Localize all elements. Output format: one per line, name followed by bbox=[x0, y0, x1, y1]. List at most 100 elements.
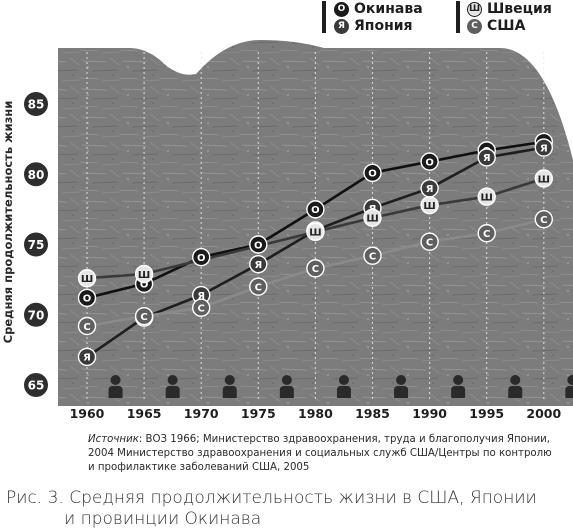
person-icon bbox=[108, 375, 123, 398]
marker-dot bbox=[477, 148, 496, 167]
legend-item-okinawa: О Окинава bbox=[334, 1, 423, 17]
marker-glyph: Ш bbox=[138, 270, 150, 281]
marker-С-1990: С bbox=[420, 232, 439, 251]
x-tick-1990: 1990 bbox=[412, 406, 447, 421]
person-icon bbox=[565, 375, 573, 398]
marker-glyph: Я bbox=[426, 184, 434, 195]
grid-lines bbox=[86, 52, 545, 400]
marker-Ш-1960: Ш bbox=[77, 269, 97, 288]
marker-glyph: С bbox=[255, 282, 262, 293]
okinawa-badge-icon: О bbox=[334, 1, 349, 17]
marker-dot bbox=[77, 269, 97, 288]
marker-dot bbox=[534, 138, 553, 157]
marker-glyph: О bbox=[425, 157, 434, 168]
person-head-icon bbox=[224, 375, 235, 385]
person-icon bbox=[165, 375, 180, 398]
marker-С-1985: С bbox=[363, 246, 382, 265]
person-body-icon bbox=[108, 386, 123, 398]
person-head-icon bbox=[567, 375, 573, 385]
y-tick-badge bbox=[24, 232, 48, 257]
marker-glyph: С bbox=[312, 264, 319, 275]
marker-С-1980: С bbox=[306, 259, 325, 278]
marker-glyph: Ш bbox=[423, 201, 435, 212]
x-tick-1965: 1965 bbox=[127, 406, 162, 421]
legend-item-japan: Я Япония bbox=[334, 18, 413, 34]
marker-glyph: О bbox=[140, 280, 149, 291]
legend-item-sweden: Ш Швеция bbox=[467, 1, 552, 17]
marker-С-1960: С bbox=[77, 316, 97, 336]
legend-divider-right bbox=[456, 1, 460, 33]
marker-Ш-1965: Ш bbox=[134, 264, 154, 284]
person-icon bbox=[451, 375, 466, 398]
marker-dot bbox=[191, 247, 211, 267]
marker-С-1965: С bbox=[134, 306, 154, 326]
marker-glyph: С bbox=[483, 229, 490, 240]
person-head-icon bbox=[110, 375, 121, 385]
y-tick-badge bbox=[24, 92, 48, 116]
person-head-icon bbox=[167, 375, 178, 385]
person-body-icon bbox=[336, 386, 351, 398]
sweden-badge-icon: Ш bbox=[467, 1, 482, 17]
marker-glyph: Я bbox=[254, 260, 262, 271]
marker-glyph: Я bbox=[483, 153, 491, 164]
y-axis: 65 70 75 80 85 bbox=[24, 92, 48, 397]
y-tick-label: 65 bbox=[28, 379, 45, 393]
marker-glyph: Ш bbox=[366, 214, 378, 225]
x-tick-2000: 2000 bbox=[526, 406, 561, 421]
marker-dot bbox=[249, 254, 268, 274]
marker-glyph: С bbox=[83, 322, 90, 333]
legend-label-usa: США bbox=[487, 18, 526, 34]
marker-Ш-2000: Ш bbox=[534, 169, 553, 188]
x-axis: 1960 1965 1970 1975 1980 1985 1990 1995 2000 bbox=[70, 406, 562, 421]
marker-dot bbox=[191, 298, 211, 317]
marker-dot bbox=[534, 210, 553, 229]
marker-Ш-1980: Ш bbox=[306, 222, 325, 242]
marker-dot bbox=[477, 224, 496, 243]
marker-dot bbox=[77, 288, 97, 308]
source-text: : ВОЗ 1966; Министерство здравоохранения… bbox=[88, 434, 552, 473]
marker-Я-1975: Я bbox=[249, 254, 268, 274]
person-head-icon bbox=[281, 375, 292, 385]
marker-glyph: С bbox=[140, 312, 147, 323]
person-body-icon bbox=[508, 386, 523, 398]
usa-badge-icon: С bbox=[467, 18, 482, 34]
person-head-icon bbox=[510, 375, 521, 385]
marker-dot bbox=[249, 277, 268, 296]
person-head-icon bbox=[453, 375, 464, 385]
marker-glyph: Я bbox=[197, 291, 205, 302]
marker-glyph: С bbox=[198, 304, 205, 315]
marker-dot bbox=[306, 222, 325, 242]
x-tick-1985: 1985 bbox=[355, 406, 390, 421]
marker-Я-1995: Я bbox=[477, 148, 496, 167]
person-body-icon bbox=[565, 386, 573, 398]
legend-label-japan: Япония bbox=[354, 18, 413, 34]
person-icons bbox=[108, 375, 573, 398]
y-tick-80: 80 bbox=[24, 162, 48, 187]
y-tick-label: 80 bbox=[28, 168, 45, 182]
marker-dot bbox=[306, 200, 325, 219]
person-icon bbox=[394, 375, 409, 398]
marker-Я-1960: Я bbox=[77, 347, 97, 367]
legend-divider-left bbox=[322, 1, 326, 33]
marker-dot bbox=[477, 187, 496, 206]
marker-dot bbox=[249, 235, 268, 254]
x-tick-1980: 1980 bbox=[298, 406, 333, 421]
marker-glyph: С bbox=[426, 237, 433, 248]
marker-dot bbox=[420, 152, 439, 171]
marker-dot bbox=[363, 208, 382, 228]
person-body-icon bbox=[222, 386, 237, 398]
source-note: Источник: ВОЗ 1966; Министерство здравоо… bbox=[88, 433, 558, 475]
marker-dot bbox=[77, 347, 97, 367]
marker-Ш-1995: Ш bbox=[477, 187, 496, 206]
marker-О-1990: О bbox=[420, 152, 439, 171]
marker-С-1970: С bbox=[191, 298, 211, 317]
y-tick-badge bbox=[24, 162, 48, 187]
y-tick-label: 75 bbox=[28, 238, 45, 252]
marker-Ш-1985: Ш bbox=[363, 208, 382, 228]
y-tick-label: 85 bbox=[28, 98, 45, 112]
x-tick-1995: 1995 bbox=[469, 406, 504, 421]
marker-Ш-1990: Ш bbox=[420, 195, 439, 215]
marker-glyph: О bbox=[368, 169, 377, 180]
person-body-icon bbox=[394, 386, 409, 398]
caption-line-1: Рис. 3. Средняя продолжительность жизни … bbox=[6, 488, 537, 508]
